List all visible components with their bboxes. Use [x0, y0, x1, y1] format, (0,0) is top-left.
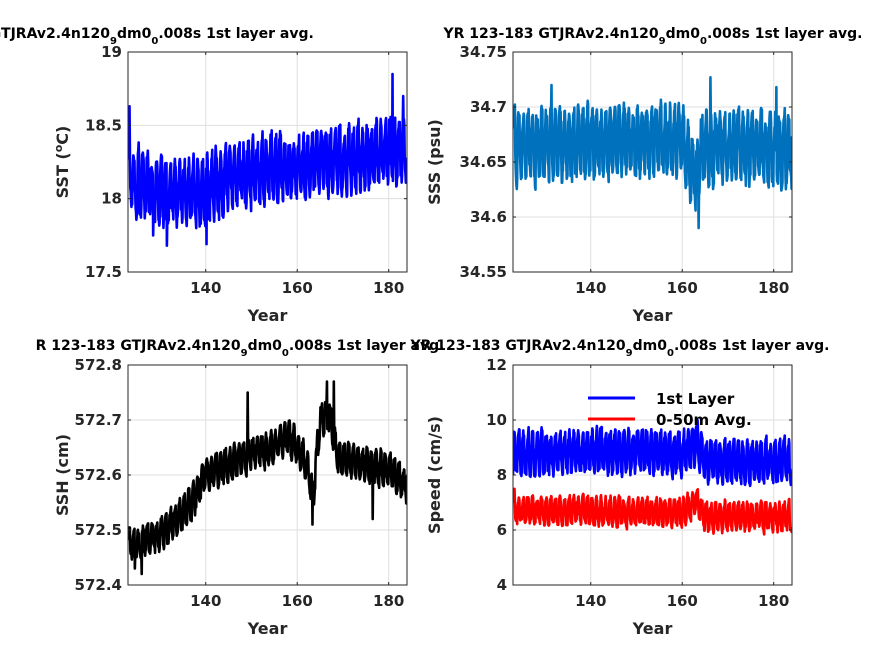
x-tick-label: 180 — [373, 592, 404, 610]
series-line-1 — [513, 487, 792, 536]
axes-box — [127, 51, 408, 273]
y-axis-label: SST (oC) — [52, 126, 73, 199]
chart-title: R 123-183 GTJRAv2.4n1209dm00.008s 1st la… — [36, 338, 445, 359]
y-axis-label: Speed (cm/s) — [425, 416, 444, 534]
y-tick-label: 34.55 — [460, 263, 507, 281]
x-tick-label: 180 — [758, 592, 789, 610]
y-tick-label: 6 — [497, 521, 507, 539]
legend-label: 1st Layer — [656, 390, 735, 408]
x-tick-label: 140 — [190, 592, 221, 610]
y-tick-label: 10 — [486, 411, 507, 429]
y-tick-label: 572.4 — [75, 576, 122, 594]
y-tick-label: 19 — [101, 43, 122, 61]
y-tick-label: 34.6 — [470, 208, 507, 226]
x-tick-label: 180 — [758, 279, 789, 297]
y-tick-label: 572.7 — [75, 411, 122, 429]
x-tick-label: 160 — [282, 279, 313, 297]
series-line-0 — [128, 72, 407, 247]
series-line-0 — [513, 76, 792, 230]
y-tick-label: 17.5 — [85, 263, 122, 281]
chart-title: YR 123-183 GTJRAv2.4n1209dm00.008s 1st l… — [443, 26, 863, 47]
y-tick-label: 18 — [101, 190, 122, 208]
y-tick-label: 34.75 — [460, 43, 507, 61]
y-axis-label: SSH (cm) — [53, 434, 72, 516]
y-tick-label: 4 — [497, 576, 507, 594]
y-tick-label: 572.5 — [75, 521, 122, 539]
x-tick-label: 160 — [282, 592, 313, 610]
y-tick-label: 12 — [486, 356, 507, 374]
y-tick-label: 8 — [497, 466, 507, 484]
x-axis-label: Year — [247, 619, 288, 638]
x-axis-label: Year — [247, 306, 288, 325]
sss-panel: 140 160 180 34.55 34.6 34.65 34.7 34.75 Year SSS … — [425, 26, 863, 325]
x-tick-label: 180 — [373, 279, 404, 297]
x-tick-label: 140 — [575, 592, 606, 610]
y-tick-label: 572.8 — [75, 356, 122, 374]
sst-panel: 140 160 180 17.5 18 18.5 19 Year SST (oC) 3-183 G… — [0, 26, 408, 325]
y-tick-label: 572.6 — [75, 466, 122, 484]
chart-title: 3-183 GTJRAv2.4n1209dm00.008s 1st layer … — [0, 26, 314, 47]
chart-title: YR 123-183 GTJRAv2.4n1209dm00.008s 1st l… — [410, 338, 830, 359]
y-axis-label: SSS (psu) — [425, 119, 444, 205]
y-tick-label: 34.7 — [470, 98, 507, 116]
legend-label: 0-50m Avg. — [656, 411, 752, 429]
ssh-panel: 140 160 180 572.4 572.5 572.6 572.7 572.8 Year SS… — [36, 338, 445, 638]
legend: 1st Layer 0-50m Avg. — [588, 390, 752, 429]
x-axis-label: Year — [632, 619, 673, 638]
speed-panel: 140 160 180 4 6 8 10 12 Year Speed (cm/s) YR 123-1… — [410, 338, 830, 638]
series-line-0 — [128, 380, 407, 576]
x-tick-label: 160 — [667, 279, 698, 297]
y-tick-label: 34.65 — [460, 153, 507, 171]
x-axis-label: Year — [632, 306, 673, 325]
series-line-0 — [513, 418, 792, 488]
x-tick-label: 160 — [667, 592, 698, 610]
x-tick-label: 140 — [190, 279, 221, 297]
y-tick-label: 18.5 — [85, 116, 122, 134]
x-tick-label: 140 — [575, 279, 606, 297]
